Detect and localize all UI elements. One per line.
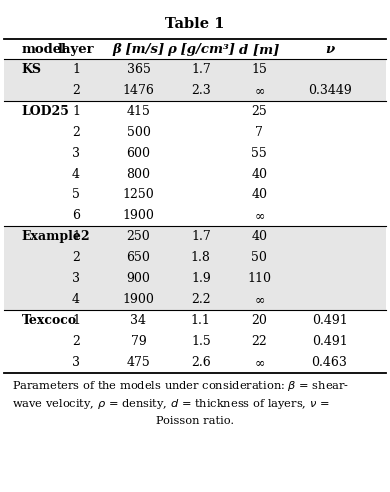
Text: 1476: 1476 (122, 84, 154, 97)
Text: KS: KS (21, 63, 41, 76)
Text: 4: 4 (72, 168, 80, 181)
Text: 650: 650 (126, 251, 151, 264)
Text: 7: 7 (255, 126, 263, 139)
Text: 250: 250 (127, 230, 150, 243)
Text: 600: 600 (126, 147, 151, 159)
Text: 1: 1 (72, 105, 80, 118)
Text: 3: 3 (72, 147, 80, 159)
Text: 475: 475 (127, 356, 150, 369)
Text: 1.7: 1.7 (191, 230, 211, 243)
Text: 1.8: 1.8 (191, 251, 211, 264)
Text: 3: 3 (72, 272, 80, 285)
Text: 110: 110 (247, 272, 271, 285)
Text: 1: 1 (72, 230, 80, 243)
Text: 800: 800 (126, 168, 151, 181)
Text: ν: ν (325, 43, 334, 56)
Text: 1900: 1900 (122, 210, 154, 222)
Text: 55: 55 (252, 147, 267, 159)
Text: Poisson ratio.: Poisson ratio. (156, 416, 234, 426)
Text: ∞: ∞ (254, 293, 264, 306)
Text: 415: 415 (126, 105, 151, 118)
Text: 34: 34 (130, 314, 147, 327)
Text: 0.491: 0.491 (312, 335, 347, 348)
Text: 1.9: 1.9 (191, 272, 211, 285)
Text: 2.6: 2.6 (191, 356, 211, 369)
Text: 79: 79 (131, 335, 146, 348)
Text: 1250: 1250 (122, 188, 154, 201)
Bar (4, 226, 386, 310)
Text: 365: 365 (126, 63, 151, 76)
Text: model: model (21, 43, 67, 56)
Text: 40: 40 (251, 168, 268, 181)
Text: 40: 40 (251, 230, 268, 243)
Text: 500: 500 (126, 126, 151, 139)
Text: 0.3449: 0.3449 (308, 84, 351, 97)
Text: ρ [g/cm³]: ρ [g/cm³] (167, 43, 235, 56)
Text: 2.2: 2.2 (191, 293, 211, 306)
Text: ∞: ∞ (254, 210, 264, 222)
Text: Example2: Example2 (21, 230, 90, 243)
Text: 2: 2 (72, 251, 80, 264)
Text: layer: layer (58, 43, 94, 56)
Text: Texcoco: Texcoco (21, 314, 76, 327)
Text: 15: 15 (252, 63, 267, 76)
Text: 50: 50 (252, 251, 267, 264)
Text: LOD25: LOD25 (21, 105, 69, 118)
Text: 5: 5 (72, 188, 80, 201)
Text: 4: 4 (72, 293, 80, 306)
Text: wave velocity, $\rho$ = density, $d$ = thickness of layers, $\nu$ =: wave velocity, $\rho$ = density, $d$ = t… (12, 398, 329, 411)
Text: 900: 900 (126, 272, 151, 285)
Text: 0.463: 0.463 (312, 356, 347, 369)
Text: ∞: ∞ (254, 84, 264, 97)
Text: 20: 20 (252, 314, 267, 327)
Text: 1: 1 (72, 314, 80, 327)
Text: 25: 25 (252, 105, 267, 118)
Text: 2: 2 (72, 335, 80, 348)
Bar (4, 59, 386, 101)
Text: ∞: ∞ (254, 356, 264, 369)
Text: 6: 6 (72, 210, 80, 222)
Text: 1.1: 1.1 (191, 314, 211, 327)
Text: 40: 40 (251, 188, 268, 201)
Text: 1900: 1900 (122, 293, 154, 306)
Text: 0.491: 0.491 (312, 314, 347, 327)
Text: Table 1: Table 1 (165, 17, 225, 31)
Text: 1.7: 1.7 (191, 63, 211, 76)
Text: 2: 2 (72, 126, 80, 139)
Text: 3: 3 (72, 356, 80, 369)
Text: 2: 2 (72, 84, 80, 97)
Text: d [m]: d [m] (239, 43, 280, 56)
Text: 1.5: 1.5 (191, 335, 211, 348)
Text: 1: 1 (72, 63, 80, 76)
Text: 22: 22 (252, 335, 267, 348)
Text: 2.3: 2.3 (191, 84, 211, 97)
Text: Parameters of the models under consideration: $\beta$ = shear-: Parameters of the models under considera… (12, 379, 349, 393)
Text: β [m/s]: β [m/s] (112, 43, 165, 56)
